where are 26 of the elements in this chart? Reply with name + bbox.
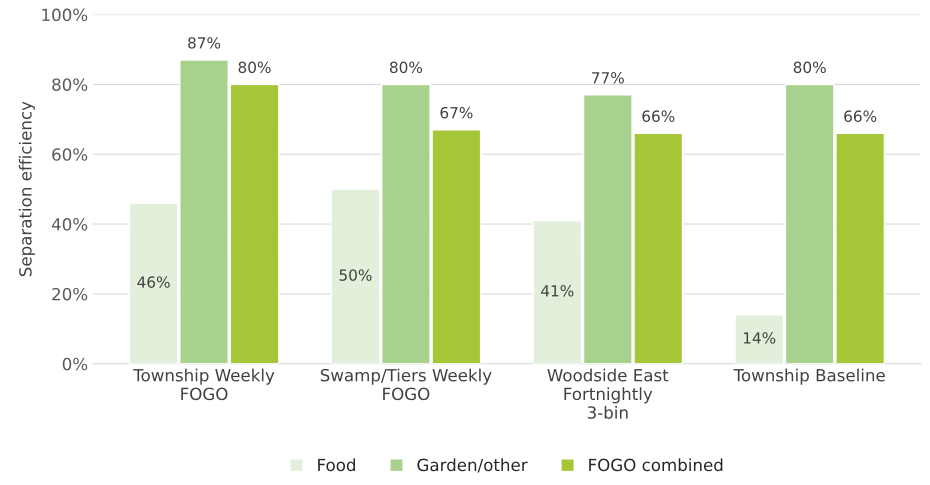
y-tick-label: 80% [52,78,88,91]
legend-label: Food [318,458,355,472]
data-label: 66% [844,110,876,122]
y-tick-label: 40% [52,218,88,231]
data-label: 67% [440,106,473,118]
data-label: 80% [238,62,271,74]
y-axis-title: Separation efficiency [18,102,35,276]
data-label: 77% [592,72,624,84]
data-label: 50% [340,269,372,281]
x-tick-label: Woodside East Fortnightly 3-bin [547,368,668,419]
data-label: 80% [390,62,422,74]
x-tick-label: Township Weekly FOGO [133,368,274,400]
data-label: 41% [541,285,574,297]
data-label: 87% [188,37,220,49]
legend-label: Garden/other [417,458,528,473]
data-label: 14% [744,332,776,344]
y-tick-label: 0% [62,358,88,370]
x-tick-label: Swamp/Tiers Weekly FOGO [320,368,492,400]
x-tick-label: Township Baseline [734,368,885,385]
y-tick-label: 60% [52,148,88,161]
y-tick-label: 100% [42,8,88,22]
data-label: 66% [642,110,674,122]
y-tick-label: 20% [52,288,88,300]
legend-label: FOGO combined [589,458,722,472]
data-label: 80% [794,62,826,74]
data-label: 46% [137,276,170,288]
